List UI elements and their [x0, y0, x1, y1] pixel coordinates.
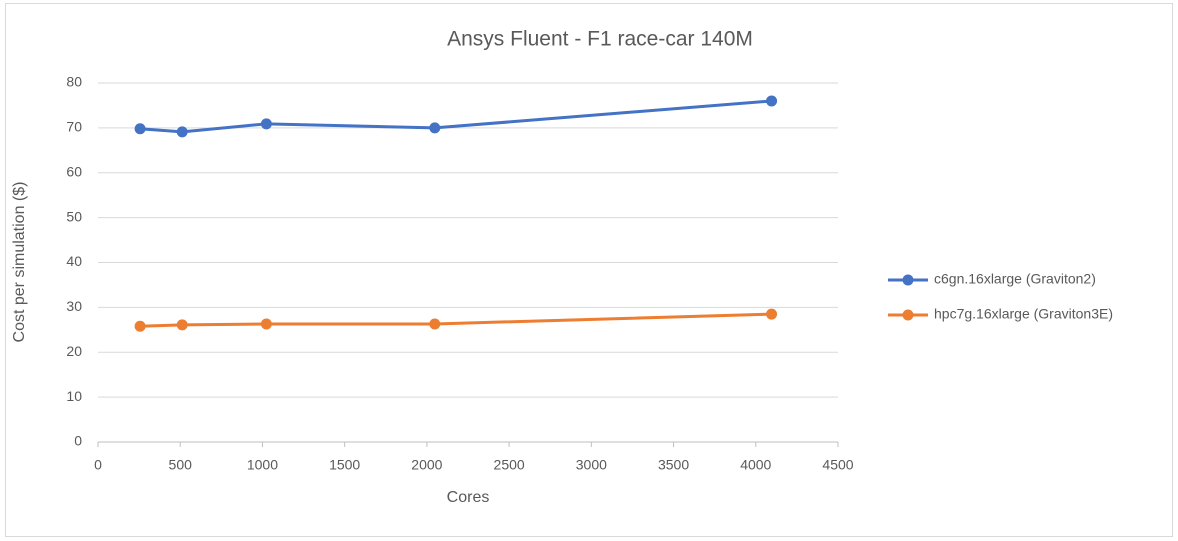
y-tick-label: 60 — [66, 163, 82, 179]
y-tick-label: 70 — [66, 119, 82, 135]
x-axis-label: Cores — [447, 489, 490, 506]
x-tick-label: 2500 — [494, 457, 525, 473]
x-tick-label: 0 — [94, 457, 102, 473]
x-tick-label: 1500 — [329, 457, 360, 473]
point — [176, 319, 188, 331]
y-tick-label: 0 — [74, 433, 82, 449]
point — [429, 318, 441, 330]
point — [260, 118, 272, 130]
point — [134, 320, 146, 332]
chart-frame — [5, 3, 1173, 537]
x-tick-label: 2000 — [411, 457, 442, 473]
legend-label: hpc7g.16xlarge (Graviton3E) — [934, 306, 1113, 322]
y-tick-label: 20 — [66, 343, 82, 359]
x-tick-label: 3000 — [576, 457, 607, 473]
legend-label: c6gn.16xlarge (Graviton2) — [934, 271, 1096, 287]
x-tick-label: 4000 — [740, 457, 771, 473]
chart-title: Ansys Fluent - F1 race-car 140M — [447, 28, 753, 51]
x-tick-label: 3500 — [658, 457, 689, 473]
point — [766, 95, 778, 107]
point — [260, 318, 272, 330]
y-axis-label: Cost per simulation ($) — [11, 182, 28, 343]
point — [766, 308, 778, 320]
y-tick-label: 50 — [66, 208, 82, 224]
x-tick-label: 500 — [169, 457, 193, 473]
legend-marker — [902, 309, 914, 321]
point — [429, 122, 441, 134]
y-tick-label: 80 — [66, 74, 82, 90]
point — [134, 123, 146, 135]
y-tick-label: 10 — [66, 388, 82, 404]
point — [176, 126, 188, 138]
legend-marker — [902, 274, 914, 286]
y-tick-label: 30 — [66, 298, 82, 314]
y-tick-label: 40 — [66, 253, 82, 269]
x-tick-label: 1000 — [247, 457, 278, 473]
x-tick-label: 4500 — [822, 457, 853, 473]
